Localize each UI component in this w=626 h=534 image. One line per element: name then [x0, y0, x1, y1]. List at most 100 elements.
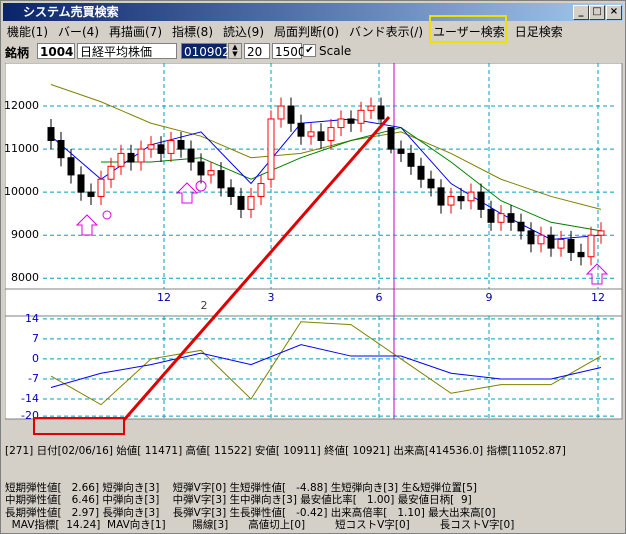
candle-body: [167, 139, 175, 154]
candle-body: [437, 187, 445, 206]
candle-body: [297, 122, 305, 137]
candle-body: [227, 187, 235, 197]
candle-body: [207, 170, 215, 176]
y-tick-label: 10000: [5, 185, 39, 198]
candle-body: [97, 178, 105, 197]
menu-item[interactable]: 読込(9): [223, 25, 264, 39]
candle-body: [67, 157, 75, 176]
candle-body: [527, 230, 535, 245]
x-tick-label: 9: [486, 291, 493, 304]
candle-body: [387, 127, 395, 150]
record-number: [271]: [5, 444, 34, 457]
y-tick-label: -7: [28, 372, 39, 385]
status-line: 中期弾性値[ 6.46] 中弾向き[3] 中弾V字[3] 生中弾向き[3] 最安…: [5, 494, 472, 507]
candle-body: [117, 152, 125, 167]
candle-body: [347, 118, 355, 124]
y-tick-label: 11000: [5, 142, 39, 155]
title-bar: システム売買検索 _ □ ×: [3, 3, 623, 21]
candle-body: [277, 105, 285, 120]
x-tick-label: 3: [268, 291, 275, 304]
scale-checkbox[interactable]: ✔: [303, 44, 316, 57]
candle-body: [407, 152, 415, 167]
candle-body: [337, 118, 345, 129]
y-tick-label: 0: [32, 352, 39, 365]
candle-body: [47, 127, 55, 141]
candle-body: [57, 139, 65, 159]
candle-body: [287, 105, 295, 124]
y-tick-label: 9000: [11, 228, 39, 241]
scale-label: Scale: [319, 44, 352, 58]
y-tick-label: -14: [21, 392, 39, 405]
oscillator-panel: [5, 315, 623, 420]
candle-body: [357, 109, 365, 124]
x-tick-label: 12: [591, 291, 605, 304]
code-field[interactable]: 1004: [37, 43, 75, 59]
y-tick-label: 8000: [11, 271, 39, 284]
count-field[interactable]: 1500: [272, 43, 306, 59]
candle-body: [547, 234, 555, 249]
status-panel: [271] 日付[02/06/16] 始値[ 11471] 高値[ 11522]…: [5, 420, 623, 532]
candle-body: [427, 178, 435, 189]
candle-body: [127, 152, 135, 163]
candle-body: [397, 148, 405, 154]
candle-body: [537, 234, 545, 245]
signal-circle: [102, 210, 112, 220]
menu-item[interactable]: 局面判断(0): [274, 25, 339, 39]
y-tick-label: -20: [21, 409, 39, 420]
menu-item[interactable]: 日足検索: [514, 25, 563, 39]
candle-body: [267, 118, 275, 180]
minimize-button[interactable]: _: [573, 5, 589, 20]
menu-item[interactable]: 再描画(7): [109, 25, 162, 39]
candle-body: [187, 148, 195, 163]
symbol-label: 銘柄: [5, 46, 30, 60]
candle-body: [247, 195, 255, 210]
x-tick-label: 6: [376, 291, 383, 304]
menu-item[interactable]: バンド表示(/): [349, 25, 424, 39]
candle-body: [517, 221, 525, 232]
x-tick-label: 12: [157, 291, 171, 304]
candle-body: [107, 165, 115, 180]
status-line: 短期弾性値[ 2.66] 短弾向き[3] 短弾V字[0] 生短弾性値[ -4.8…: [5, 482, 478, 495]
menu-item[interactable]: 指標(8): [172, 25, 213, 39]
candle-body: [317, 131, 325, 141]
y-tick-label: 12000: [5, 99, 39, 112]
signal-arrow: [75, 214, 99, 236]
candle-body: [87, 191, 95, 197]
close-button[interactable]: ×: [606, 5, 622, 20]
annotation: 2: [201, 299, 208, 312]
chart-area: 8000 9000 10000 11000 12000 12 3 6 9 12 2 14 7 0 -7 -14…: [5, 63, 623, 420]
candle-body: [367, 105, 375, 111]
y-tick-label: 7: [32, 332, 39, 345]
highlight-box: [429, 15, 507, 43]
candle-body: [597, 230, 605, 236]
candle-body: [237, 195, 245, 210]
candle-body: [137, 148, 145, 163]
status-line: [271] 日付[02/06/16] 始値[ 11471] 高値[ 11522]…: [5, 445, 623, 457]
candle-body: [507, 213, 515, 223]
candle-body: [577, 251, 585, 258]
candle-body: [217, 170, 225, 189]
candle-body: [567, 238, 575, 253]
menu-item[interactable]: 機能(1): [7, 25, 48, 39]
spinner[interactable]: ▲ ▼: [228, 43, 242, 59]
candle-body: [447, 195, 455, 206]
y-tick-label: 14: [25, 312, 39, 325]
name-field[interactable]: 日経平均株価: [77, 43, 177, 59]
date-field[interactable]: 010902: [181, 43, 230, 59]
candle-body: [497, 213, 505, 223]
window-title: システム売買検索: [23, 5, 119, 19]
candle-body: [147, 144, 155, 150]
candle-body: [377, 105, 385, 120]
candle-body: [257, 183, 265, 197]
candle-body: [467, 191, 475, 202]
menu-item[interactable]: ユーザー検索: [433, 25, 505, 39]
candle-body: [417, 165, 425, 180]
candle-body: [197, 161, 205, 176]
period-field[interactable]: 20: [244, 43, 270, 59]
status-line: MAV指標[ 14.24] MAV向き[1] 陽線[3] 高値切上[0] 短コス…: [5, 519, 515, 532]
maximize-button[interactable]: □: [589, 5, 605, 20]
candle-body: [557, 238, 565, 249]
menu-item[interactable]: バー(4): [58, 25, 99, 39]
status-line: 長期弾性値[ 2.97] 長弾向き[3] 長弾V字[3] 生長弾性値[ -0.4…: [5, 506, 496, 519]
